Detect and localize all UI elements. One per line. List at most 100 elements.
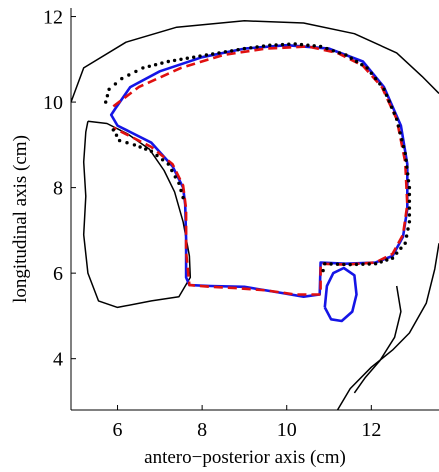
series-dot-point	[323, 262, 327, 266]
series-dotted-black	[104, 42, 412, 273]
series-dot-point	[114, 133, 119, 137]
series-dot-point	[125, 141, 129, 145]
series-dot-point	[185, 56, 189, 60]
series-dot-point	[360, 62, 364, 67]
series-dot-point	[153, 62, 158, 67]
series-dot-point	[217, 51, 221, 55]
series-dot-point	[403, 151, 407, 156]
series-solid-blue-1	[109, 43, 409, 298]
series-dot-point	[249, 46, 253, 50]
series-dot-point	[387, 99, 391, 103]
series-dot-point	[406, 179, 411, 183]
series-dot-point	[373, 262, 378, 266]
y-tick-label: 12	[43, 7, 63, 29]
series-dot-point	[335, 262, 340, 266]
series-dot-point	[384, 93, 389, 97]
series-dot-point	[407, 220, 412, 224]
x-tick-label: 10	[277, 419, 297, 441]
y-tick-label: 8	[53, 178, 63, 200]
series-dot-point	[398, 131, 402, 135]
axes	[70, 8, 439, 411]
series-dot-point	[401, 144, 406, 149]
series-dot-point	[396, 124, 401, 128]
series-dot-point	[342, 262, 346, 267]
series-dot-point	[318, 44, 323, 49]
series-dot-point	[120, 76, 124, 81]
series-dot-point	[373, 76, 378, 81]
series-dot-point	[399, 246, 403, 250]
anatomy-outline-2	[82, 120, 192, 309]
series-dot-point	[181, 195, 185, 200]
ticks: 6 8 10 12 4 6 8 10 12	[43, 7, 381, 441]
series-dot-point	[344, 53, 348, 57]
series-dot-point	[354, 262, 359, 267]
series-dot-point	[223, 50, 228, 54]
series-dot-point	[299, 42, 304, 47]
series-dot-point	[349, 56, 353, 60]
y-tick-label: 6	[53, 263, 63, 285]
series-dot-point	[390, 256, 395, 260]
series-dashed-red-3	[112, 45, 409, 296]
series-dot-point	[337, 51, 342, 55]
series-dot-point	[274, 43, 278, 47]
series-dot-point	[293, 42, 297, 46]
series-dot-point	[395, 251, 399, 255]
series-dot-point	[385, 258, 389, 262]
series-dot-point	[160, 158, 165, 162]
series-dot-point	[287, 42, 291, 46]
series-dot-point	[198, 54, 202, 58]
series-dot-point	[268, 43, 272, 47]
series-dot-point	[107, 87, 111, 92]
series-dot-point	[230, 49, 234, 53]
series-dot-point	[379, 260, 383, 264]
series-dot-point	[236, 48, 240, 52]
x-tick-label: 8	[197, 419, 207, 441]
series-dot-point	[407, 206, 412, 210]
series-dot-point	[179, 188, 183, 193]
series-dot-point	[166, 59, 170, 64]
series-dot-point	[132, 143, 137, 147]
series-dot-point	[404, 234, 409, 238]
y-tick-label: 4	[53, 349, 63, 371]
anatomy-outline-1	[71, 20, 439, 103]
series-dot-point	[403, 241, 407, 245]
series-dot-point	[261, 44, 266, 48]
series-layer	[104, 42, 412, 323]
series-dot-point	[331, 49, 335, 53]
series-dot-point	[354, 59, 359, 64]
anatomy-outline-4	[353, 285, 402, 394]
series-dot-point	[105, 94, 110, 98]
series-dot-point	[138, 145, 142, 149]
x-axis-label: antero−posterior axis (cm)	[144, 447, 346, 468]
series-dot-point	[407, 185, 412, 190]
series-dot-point	[365, 66, 369, 70]
series-dot-point	[369, 71, 373, 75]
series-dot-point	[348, 262, 352, 267]
series-dot-point	[141, 66, 145, 70]
series-dot-point	[147, 64, 151, 69]
series-dot-point	[204, 53, 209, 57]
series-dot-point	[166, 162, 170, 166]
series-dot-point	[172, 58, 177, 63]
series-dot-point	[395, 117, 399, 121]
series-dot-point	[104, 100, 108, 104]
x-tick-label: 6	[113, 419, 123, 441]
series-dot-point	[361, 262, 365, 266]
series-dot-point	[177, 181, 181, 185]
series-dot-point	[255, 45, 259, 49]
series-dot-point	[111, 128, 116, 132]
series-dot-point	[406, 227, 410, 231]
series-dot-point	[329, 262, 333, 266]
series-dot-point	[312, 44, 316, 48]
anatomy-outline-layer	[71, 20, 439, 410]
series-dot-point	[306, 43, 310, 47]
anatomy-outline-3	[336, 243, 439, 410]
series-dot-point	[134, 69, 138, 74]
series-dot-point	[405, 165, 409, 169]
series-dot-point	[389, 105, 394, 109]
series-dot-point	[367, 262, 371, 266]
series-dot-point	[113, 82, 118, 86]
series-dot-point	[407, 213, 412, 217]
series-dot-point	[117, 138, 122, 143]
